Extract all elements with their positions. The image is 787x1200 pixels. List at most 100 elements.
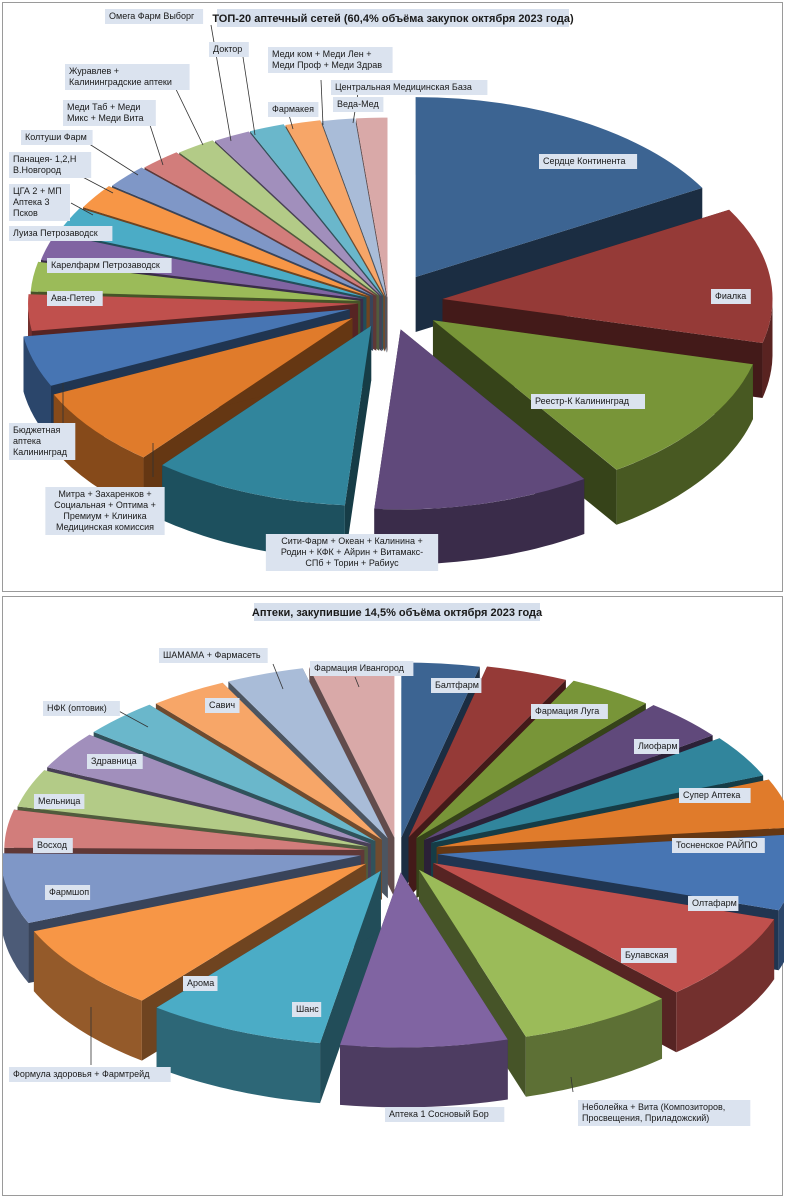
slice-label: ШАМАМА + Фармасеть [159,648,284,690]
slice-top-face [321,118,387,298]
slice-label-text: аптека [13,436,41,446]
slice-label-text: СПб + Торин + Рабиус [305,558,399,568]
slice-label: Меди ком + Меди Лен +Меди Проф + Меди Зд… [268,47,393,126]
leader-line [147,118,164,166]
slice-label-text: Веда-Мед [337,99,379,109]
label-bg [63,100,156,126]
slice-label-text: Фармшоп [49,887,89,897]
label-bg [331,80,488,95]
label-bg [9,152,92,178]
chart-panel-bottom: Аптеки, закупившие 14,5% объёма октября … [2,596,784,1196]
slice-label: Арома [183,976,218,991]
slice-top-face [415,97,703,278]
slice-rim [3,875,29,983]
slice-label-text: Фиалка [715,291,746,301]
label-bg [33,838,73,853]
label-bg [87,754,143,769]
slice-label: Формула здоровья + Фармтрейд [9,1007,171,1082]
slice-top-face [162,325,372,506]
slice-label: Лиофарм [634,739,680,754]
slice-label: Балтфарм [431,678,482,693]
slice-label: Колтуши Фарм [21,130,139,176]
slice-top-face [41,233,364,299]
leader-line [114,708,149,728]
label-bg [9,423,76,460]
slice-top-face [416,680,646,839]
slice-label: Панацея- 1,2,НВ.Новгород [9,152,114,194]
slice-top-face [144,152,377,296]
slice-label: Фармация Ивангород [310,661,414,688]
slice-label-text: Фармация Луга [535,706,599,716]
label-bg [9,1067,171,1082]
slice-rim [33,931,142,1061]
pie-chart-pharmacies: Аптеки, закупившие 14,5% объёма октября … [3,603,784,1126]
slice-label-text: Булавская [625,950,669,960]
slice-label-text: Доктор [213,44,242,54]
leader-line [570,1076,574,1093]
slice-label-text: Карелфарм Петрозаводск [51,260,160,270]
slice-top-face [215,131,382,297]
label-bg [711,289,751,304]
slice-top-face [374,329,585,510]
slice-top-face [408,666,566,838]
label-bg [265,534,439,571]
label-bg [45,487,165,535]
slice-label-text: Медицинская комиссия [56,522,154,532]
chart-panel-top: ТОП-20 аптечный сетей (60,4% объёма заку… [2,2,783,592]
label-bg [292,1002,322,1017]
slice-label-text: Восход [37,840,68,850]
slice-top-face [340,872,508,1048]
label-bg [65,64,190,90]
label-bg [688,896,739,911]
slice-rim [525,998,662,1097]
slice-label-text: Фармация Ивангород [314,663,405,673]
slice-rim [676,919,775,1053]
slice-label-text: Центральная Медицинская База [335,82,472,92]
slice-label: Неболейка + Вита (Композиторов,Просвещен… [570,1076,751,1126]
label-bg [634,739,680,754]
slice-top-face [83,186,370,297]
slice-top-face [17,770,368,847]
chart-title-bg [254,603,540,621]
slice-label-text: Аптека 3 [13,197,50,207]
slice-label-text: Просвещения, Приладожский) [582,1113,709,1123]
slice-top-face [93,704,376,842]
slice-top-face [309,662,395,838]
pie-slices [3,662,784,1108]
pie-chart-top-20-networks: ТОП-20 аптечный сетей (60,4% объёма заку… [9,9,773,571]
slice-top-face [3,853,361,923]
slice-top-face [33,863,367,1001]
slice-top-face [4,809,365,850]
slice-label-text: Лиофарм [638,741,678,751]
pie-labels: Балтфарм Фармация Луга Лиофарм Супер Аптека… [9,648,765,1126]
slice-label: Восход [33,838,73,853]
slice-top-face [433,863,775,993]
leader-line [354,676,360,688]
label-bg [679,788,751,803]
slice-top-face [356,117,388,298]
slice-rim [616,364,753,525]
slice-rim [340,1039,508,1108]
slice-label-text: Здравница [91,756,137,766]
slice-label: Здравница [87,754,143,769]
slice-label-text: Родин + КФК + Айрин + Витамакс- [281,547,423,557]
slice-top-face [424,705,713,840]
slice-label-text: Савич [209,700,235,710]
slice-label: Луиза Петрозаводск [9,226,113,241]
slice-label-text: Меди ком + Меди Лен + [272,49,372,59]
slice-label: Митра + Захаренков +Социальная + Оптима … [45,443,165,535]
label-bg [621,948,677,963]
slice-label-text: Калининградские аптеки [69,77,172,87]
label-bg [268,47,393,73]
label-bg [209,42,249,57]
slice-label-text: Омега Фарм Выборг [109,11,195,21]
label-bg [539,154,638,169]
slice-label: Сердце Континента [539,154,638,169]
slice-label-text: Меди Таб + Меди [67,102,140,112]
slice-label-text: Реестр-К Калининград [535,396,630,406]
slice-label-text: Арома [187,978,214,988]
slice-label-text: Сити-Фарм + Океан + Калинина + [281,536,423,546]
slice-top-face [418,869,662,1037]
